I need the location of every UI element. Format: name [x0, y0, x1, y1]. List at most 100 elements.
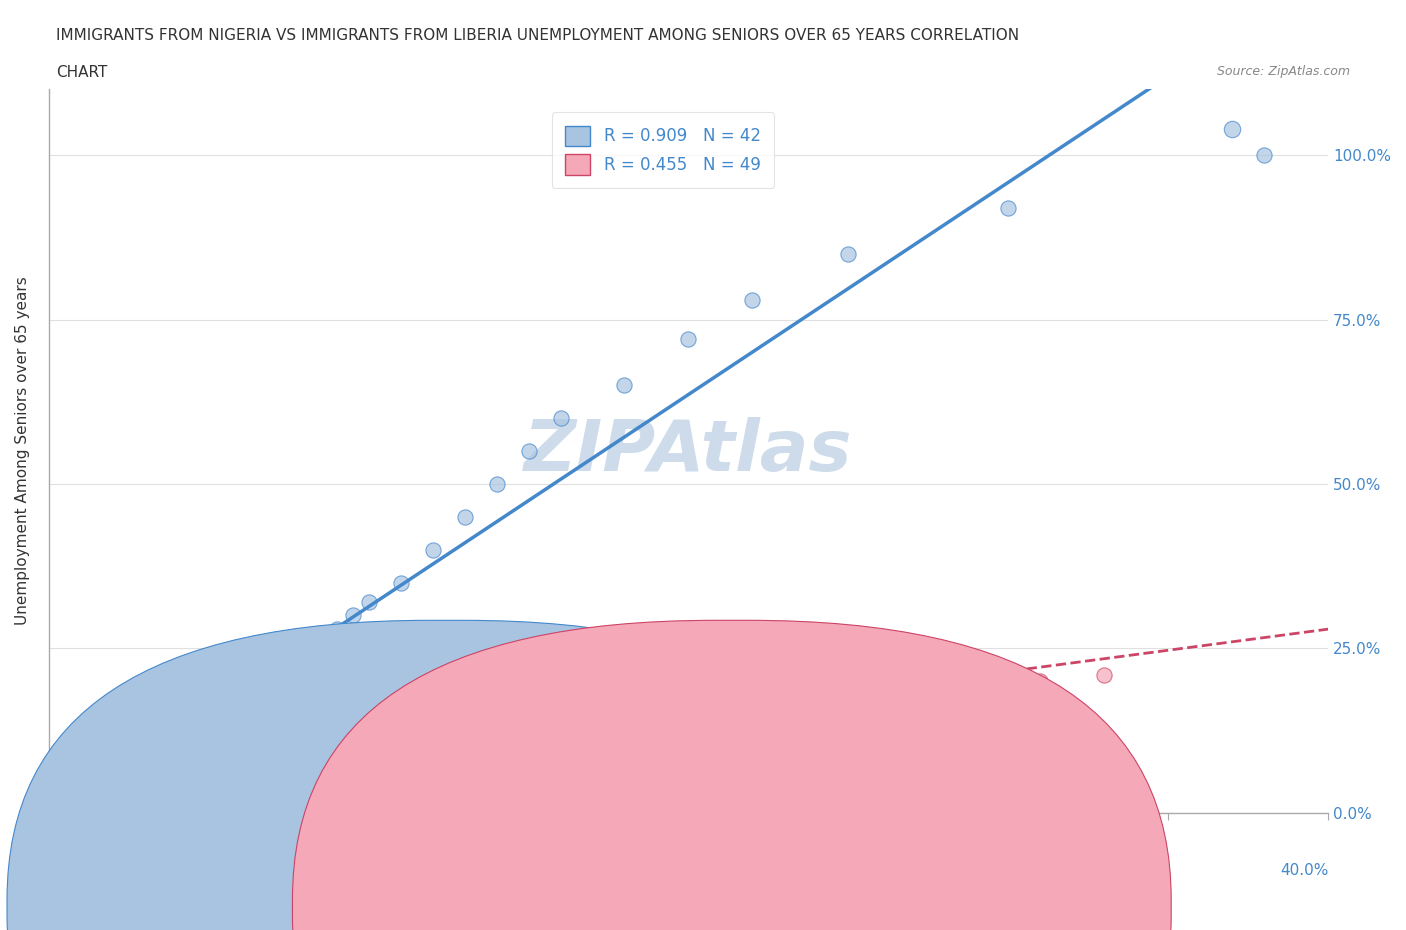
- Point: [262, 750, 284, 764]
- Text: ZIPAtlas: ZIPAtlas: [524, 417, 852, 485]
- Point: [934, 681, 956, 696]
- Point: [38, 805, 60, 820]
- Point: [159, 746, 181, 761]
- Text: Source: ZipAtlas.com: Source: ZipAtlas.com: [1216, 65, 1350, 78]
- Point: [453, 510, 475, 525]
- Point: [1092, 667, 1115, 682]
- Point: [159, 776, 181, 790]
- Point: [837, 687, 859, 702]
- Point: [118, 787, 141, 802]
- Point: [86, 786, 108, 801]
- Point: [581, 713, 603, 728]
- Point: [262, 660, 284, 675]
- Point: [246, 673, 269, 688]
- Point: [773, 694, 796, 709]
- Point: [108, 786, 131, 801]
- Point: [1220, 122, 1243, 137]
- Point: [246, 752, 269, 767]
- Point: [134, 759, 156, 774]
- Point: [197, 763, 219, 777]
- Point: [901, 684, 924, 698]
- Point: [389, 733, 412, 748]
- Point: [166, 739, 188, 754]
- Point: [277, 746, 299, 761]
- Point: [188, 726, 211, 741]
- Point: [357, 737, 380, 751]
- Point: [678, 332, 700, 347]
- Point: [101, 779, 124, 794]
- Point: [63, 802, 86, 817]
- Point: [806, 690, 828, 705]
- Point: [229, 687, 252, 702]
- Point: [76, 799, 98, 814]
- Text: CHART: CHART: [56, 65, 108, 80]
- Point: [550, 716, 572, 731]
- Point: [277, 654, 299, 669]
- Point: [63, 799, 86, 814]
- Point: [709, 700, 731, 715]
- Point: [422, 730, 444, 745]
- Text: Immigrants from Liberia: Immigrants from Liberia: [731, 897, 900, 911]
- Point: [550, 411, 572, 426]
- Point: [197, 713, 219, 728]
- Point: [294, 641, 316, 656]
- Point: [357, 595, 380, 610]
- Point: [101, 789, 124, 804]
- Text: 40.0%: 40.0%: [1279, 863, 1329, 878]
- Point: [1253, 148, 1275, 163]
- Point: [53, 799, 76, 814]
- Point: [837, 246, 859, 261]
- Point: [124, 765, 146, 780]
- Text: IMMIGRANTS FROM NIGERIA VS IMMIGRANTS FROM LIBERIA UNEMPLOYMENT AMONG SENIORS OV: IMMIGRANTS FROM NIGERIA VS IMMIGRANTS FR…: [56, 28, 1019, 43]
- Point: [517, 444, 540, 458]
- Point: [166, 772, 188, 787]
- Point: [188, 765, 211, 780]
- Point: [453, 726, 475, 741]
- Point: [108, 790, 131, 805]
- Point: [517, 720, 540, 735]
- Legend: R = 0.909   N = 42, R = 0.455   N = 49: R = 0.909 N = 42, R = 0.455 N = 49: [553, 113, 773, 188]
- Text: 0.0%: 0.0%: [49, 863, 87, 878]
- Point: [38, 805, 60, 820]
- Point: [965, 677, 987, 692]
- Point: [389, 575, 412, 590]
- Point: [613, 378, 636, 392]
- Point: [76, 797, 98, 812]
- Point: [69, 792, 91, 807]
- Point: [678, 703, 700, 718]
- Point: [181, 720, 204, 735]
- Point: [214, 707, 236, 722]
- Point: [139, 779, 162, 794]
- Point: [96, 789, 118, 804]
- Point: [46, 802, 69, 817]
- Point: [485, 723, 508, 737]
- Point: [997, 200, 1019, 215]
- Point: [69, 795, 91, 810]
- Point: [56, 800, 79, 815]
- Point: [229, 756, 252, 771]
- Point: [124, 786, 146, 801]
- Point: [325, 621, 347, 636]
- Y-axis label: Unemployment Among Seniors over 65 years: Unemployment Among Seniors over 65 years: [15, 276, 30, 625]
- Point: [342, 608, 364, 623]
- Point: [741, 697, 763, 711]
- Point: [96, 792, 118, 807]
- Point: [134, 782, 156, 797]
- Point: [149, 752, 172, 767]
- Text: Immigrants from Nigeria: Immigrants from Nigeria: [449, 897, 620, 911]
- Point: [214, 759, 236, 774]
- Point: [181, 767, 204, 782]
- Point: [613, 710, 636, 724]
- Point: [139, 765, 162, 780]
- Point: [224, 694, 246, 709]
- Point: [294, 743, 316, 758]
- Point: [325, 739, 347, 754]
- Point: [645, 707, 668, 722]
- Point: [1029, 673, 1052, 688]
- Point: [86, 793, 108, 808]
- Point: [422, 542, 444, 557]
- Point: [149, 780, 172, 795]
- Point: [118, 772, 141, 787]
- Point: [172, 733, 194, 748]
- Point: [741, 292, 763, 307]
